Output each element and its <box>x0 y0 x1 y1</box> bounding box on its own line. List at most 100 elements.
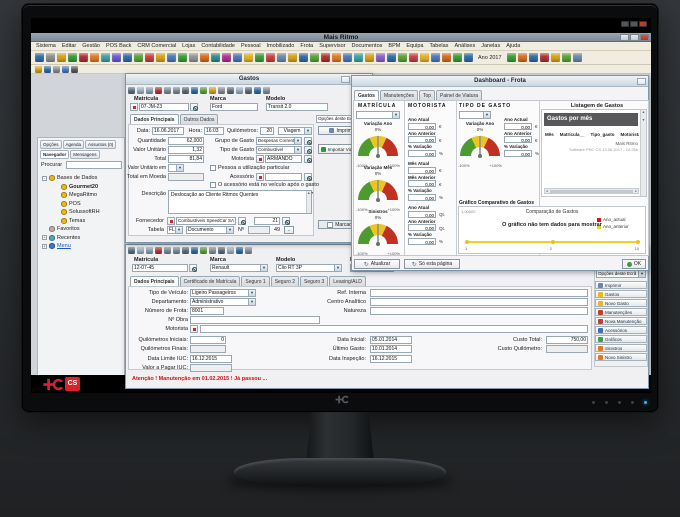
lookup-icon[interactable] <box>130 103 138 111</box>
lookup-icon[interactable] <box>256 155 264 163</box>
toolbar-icon[interactable] <box>572 53 582 62</box>
window-toolbar-icon[interactable] <box>155 247 162 254</box>
window-toolbar-icon[interactable] <box>227 87 234 94</box>
vehicle-tab[interactable]: Certificado de Matrícula <box>179 276 241 286</box>
toolbar-icon[interactable] <box>79 53 88 62</box>
year-selector[interactable]: Ano 2017 <box>478 54 502 61</box>
window-toolbar-icon[interactable] <box>218 87 225 94</box>
sidebar-tab[interactable]: Navegador <box>40 150 70 159</box>
toolbar-icon[interactable] <box>310 53 319 62</box>
valor-unitario-em-select[interactable] <box>168 164 184 172</box>
monitor-button[interactable] <box>618 401 621 404</box>
toolbar-icon[interactable] <box>35 65 42 73</box>
window-toolbar-icon[interactable] <box>182 87 189 94</box>
toolbar-icon[interactable] <box>90 53 99 62</box>
window-toolbar-icon[interactable] <box>137 87 144 94</box>
option-button[interactable]: Gráficos <box>595 335 647 343</box>
total-moeda-input[interactable] <box>168 173 204 181</box>
ok-button[interactable]: OK <box>622 259 646 269</box>
toolbar-icon[interactable] <box>376 53 385 62</box>
scrollbar[interactable]: ▲▼ <box>306 191 314 213</box>
km-iniciais-input[interactable]: 0 <box>190 336 226 344</box>
option-button[interactable]: Sinistros <box>595 344 647 352</box>
menu-item[interactable]: Sistema <box>36 43 56 49</box>
tree-item[interactable]: - Bases de Dados <box>42 175 98 182</box>
toolbar-icon[interactable] <box>528 53 538 62</box>
vertical-scrollbar[interactable]: ▲ ▼ <box>640 110 646 196</box>
option-button[interactable]: Imprimir <box>595 281 647 289</box>
menu-item[interactable]: Editar <box>61 43 77 49</box>
atualizar-button[interactable]: ↻ Atualizar <box>354 259 400 269</box>
dashboard-titlebar[interactable]: Dashboard - Frota <box>352 76 648 87</box>
list-column-header[interactable]: Mês <box>545 132 554 137</box>
gastos-minimize-button[interactable] <box>341 76 350 83</box>
window-toolbar-icon[interactable] <box>173 247 180 254</box>
menu-item[interactable]: Imobilizado <box>266 43 295 49</box>
grupo-select[interactable]: Despesas Correntes <box>256 137 302 145</box>
toolbar-icon[interactable] <box>167 53 176 62</box>
window-toolbar-icon[interactable] <box>155 87 162 94</box>
toolbar-icon[interactable] <box>200 53 209 62</box>
menu-item[interactable]: POS Back <box>105 43 132 49</box>
dashboard-tab[interactable]: Top <box>418 90 436 100</box>
search-icon[interactable] <box>190 103 198 111</box>
dashboard-tab[interactable]: Manutenções <box>379 90 418 100</box>
tree-expander-icon[interactable]: + <box>42 243 47 249</box>
window-toolbar-icon[interactable] <box>209 247 216 254</box>
km-input[interactable]: 20 <box>260 127 274 135</box>
menu-item[interactable]: Documentos <box>351 43 383 49</box>
option-button[interactable]: Novo Sinistro <box>595 353 647 361</box>
menu-item[interactable]: Lojas <box>182 43 196 49</box>
close-button[interactable] <box>640 34 649 41</box>
menu-item[interactable]: BPM <box>388 43 401 49</box>
menu-item[interactable]: Análises <box>454 43 476 49</box>
menu-item[interactable]: Contabilidade <box>201 43 235 49</box>
window-toolbar-icon[interactable] <box>146 247 153 254</box>
toolbar-icon[interactable] <box>68 53 77 62</box>
vehicle-tab[interactable]: Leasing/ALD <box>329 276 366 286</box>
documento-select[interactable]: Documento <box>186 226 234 234</box>
toolbar-icon[interactable] <box>365 53 374 62</box>
list-column-header[interactable]: Tipo_gasto <box>590 132 615 137</box>
menu-item[interactable]: Equipa <box>406 43 424 49</box>
outer-maximize-button[interactable] <box>630 21 638 27</box>
option-button[interactable]: Manutenções <box>595 308 647 316</box>
vehicle-tab[interactable]: Dados Principais <box>130 276 179 286</box>
minimize-button[interactable] <box>620 34 629 41</box>
toolbar-icon[interactable] <box>277 53 286 62</box>
modelo-select[interactable]: Clio RT 3P <box>276 264 342 272</box>
search-icon[interactable] <box>304 155 312 163</box>
vehicle-tab[interactable]: Seguro 3 <box>299 276 329 286</box>
motorista-input[interactable]: ARMANDO <box>265 155 302 163</box>
sidebar-tab[interactable]: Agenda <box>62 140 85 149</box>
tree-expander-icon[interactable]: - <box>42 175 47 181</box>
window-toolbar-icon[interactable] <box>137 247 144 254</box>
toolbar-icon[interactable] <box>420 53 429 62</box>
toolbar-icon[interactable] <box>387 53 396 62</box>
horizontal-scrollbar[interactable]: ◂ ▸ <box>544 188 639 194</box>
tree-expander-icon[interactable]: + <box>42 235 47 241</box>
toolbar-icon[interactable] <box>46 53 55 62</box>
toolbar-icon[interactable] <box>156 53 165 62</box>
centro-analitico-input[interactable] <box>370 298 588 306</box>
km-finais-input[interactable] <box>190 345 226 353</box>
toolbar-icon[interactable] <box>244 53 253 62</box>
inspecao-input[interactable]: 16.12.2015 <box>370 355 412 363</box>
toolbar-icon[interactable] <box>453 53 462 62</box>
menu-item[interactable]: Gestão <box>82 43 100 49</box>
tabela-select[interactable]: FL <box>167 226 183 234</box>
toolbar-icon[interactable] <box>321 53 330 62</box>
tree-item[interactable]: + Menu <box>42 243 71 250</box>
window-toolbar-icon[interactable] <box>128 87 135 94</box>
sidebar-tab[interactable]: Opções <box>40 140 62 149</box>
toolbar-icon[interactable] <box>539 53 549 62</box>
dots-button[interactable]: .. <box>284 226 294 234</box>
tree-item[interactable]: SolussoftRH <box>52 208 124 217</box>
pessoa-checkbox[interactable] <box>210 165 216 171</box>
sidebar-tab[interactable]: Assuntos (0) <box>85 140 117 149</box>
window-toolbar-icon[interactable] <box>200 87 207 94</box>
tree-item[interactable]: MegaRitmo <box>52 191 124 200</box>
option-button[interactable]: Nova Manutenção <box>595 317 647 325</box>
toolbar-icon[interactable] <box>57 53 66 62</box>
toolbar-icon[interactable] <box>517 53 527 62</box>
